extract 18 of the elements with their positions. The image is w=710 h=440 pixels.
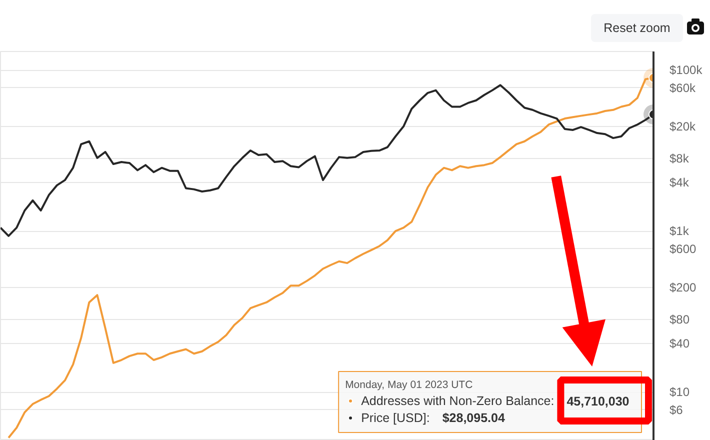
y-tick-label: $100k: [670, 63, 704, 78]
y-tick-label: $1k: [670, 224, 690, 238]
annotation: $28,095.04: [442, 411, 505, 425]
text: Reset zoom: [591, 14, 683, 42]
y-tick-label: $8k: [670, 151, 690, 166]
legend-title: Monday, May 01 2023 UTC: [345, 379, 474, 391]
y-tick-label: $40: [670, 336, 690, 351]
y-tick-label: $60k: [670, 80, 697, 95]
y-tick-label: $20k: [670, 119, 697, 134]
legend-label: Price [USD]:: [361, 410, 430, 424]
y-tick-label: $4k: [670, 176, 690, 190]
legend-label: Addresses with Non-Zero Balance:: [361, 394, 554, 408]
annotation: 45,710,030: [566, 394, 630, 408]
y-tick-label: $200: [670, 280, 697, 294]
y-tick-label: $80: [670, 312, 690, 326]
y-tick-label: $6: [670, 402, 684, 417]
y-tick-label: $600: [670, 242, 697, 256]
y-tick-label: $10: [670, 385, 690, 400]
